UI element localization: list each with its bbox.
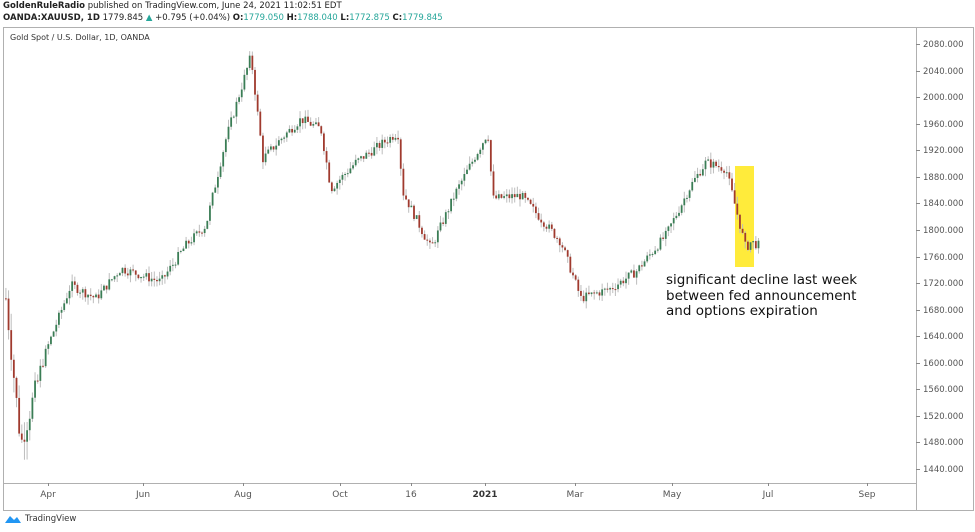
price-tick: 1880.000: [916, 173, 964, 183]
price-tick: 2040.000: [916, 67, 964, 77]
price-tick: 2080.000: [916, 40, 964, 50]
price-tick: 1680.000: [916, 306, 964, 316]
tradingview-brand: TradingView: [25, 514, 77, 524]
symbol-info: OANDA:XAUUSD, 1D 1779.845 ▲ +0.795 (+0.0…: [3, 13, 443, 23]
price-tick: 1920.000: [916, 146, 964, 156]
price-tick: 1800.000: [916, 226, 964, 236]
time-tick: 16: [405, 490, 417, 500]
time-tick: Apr: [40, 490, 56, 500]
price-tick: 1640.000: [916, 332, 964, 342]
open-label: O:: [232, 13, 244, 23]
tradingview-cloud-icon: [5, 516, 21, 523]
price-tick: 1440.000: [916, 465, 964, 475]
high-label: H:: [286, 13, 298, 23]
publish-info: GoldenRuleRadio published on TradingView…: [3, 1, 342, 11]
price-tick: 1720.000: [916, 279, 964, 289]
time-tick-mark: [340, 483, 341, 486]
close-label: C:: [392, 13, 403, 23]
price-tick: 1840.000: [916, 199, 964, 209]
price-tick: 1480.000: [916, 438, 964, 448]
time-tick: 2021: [472, 490, 498, 500]
time-tick: Mar: [566, 490, 584, 500]
price-axis[interactable]: [916, 27, 974, 511]
time-tick-mark: [768, 483, 769, 486]
time-tick: Jul: [762, 490, 774, 500]
last-price: 1779.845: [102, 13, 144, 23]
price-tick: 1960.000: [916, 120, 964, 130]
price-tick: 1760.000: [916, 253, 964, 263]
time-tick-mark: [485, 483, 486, 486]
open-value: 1779.050: [243, 13, 284, 23]
tradingview-logo[interactable]: TradingView: [4, 514, 76, 524]
series-legend: Gold Spot / U.S. Dollar, 1D, OANDA: [10, 33, 150, 42]
price-change: +0.795 (+0.04%): [155, 13, 231, 23]
annotation-line: and options expiration: [666, 303, 818, 319]
time-tick: Oct: [332, 490, 348, 500]
publisher-name[interactable]: GoldenRuleRadio: [3, 1, 86, 11]
annotation-line: significant decline last week: [666, 272, 858, 288]
time-tick: Aug: [234, 490, 252, 500]
highlight-box: [735, 166, 754, 267]
time-tick: May: [662, 490, 682, 500]
low-value: 1772.875: [349, 13, 390, 23]
time-tick-mark: [575, 483, 576, 486]
published-text: published on TradingView.com, June 24, 2…: [87, 1, 342, 11]
time-tick-mark: [143, 483, 144, 486]
close-value: 1779.845: [402, 13, 443, 23]
price-tick: 1600.000: [916, 359, 964, 369]
annotation-line: between fed announcement: [666, 287, 857, 304]
time-tick-mark: [672, 483, 673, 486]
high-value: 1788.040: [297, 13, 338, 23]
time-tick-mark: [48, 483, 49, 486]
low-label: L:: [340, 13, 350, 23]
time-tick: Jun: [135, 490, 151, 500]
time-tick-mark: [411, 483, 412, 486]
price-tick: 1560.000: [916, 385, 964, 395]
price-tick: 1520.000: [916, 412, 964, 422]
time-tick: Sep: [858, 490, 876, 500]
time-tick-mark: [867, 483, 868, 486]
up-arrow-icon: ▲: [145, 13, 153, 23]
annotation-text: significant decline last week between fe…: [666, 272, 858, 320]
price-tick: 2000.000: [916, 93, 964, 103]
time-axis[interactable]: [3, 483, 917, 511]
symbol-label: OANDA:XAUUSD, 1D: [3, 13, 100, 23]
time-tick-mark: [243, 483, 244, 486]
